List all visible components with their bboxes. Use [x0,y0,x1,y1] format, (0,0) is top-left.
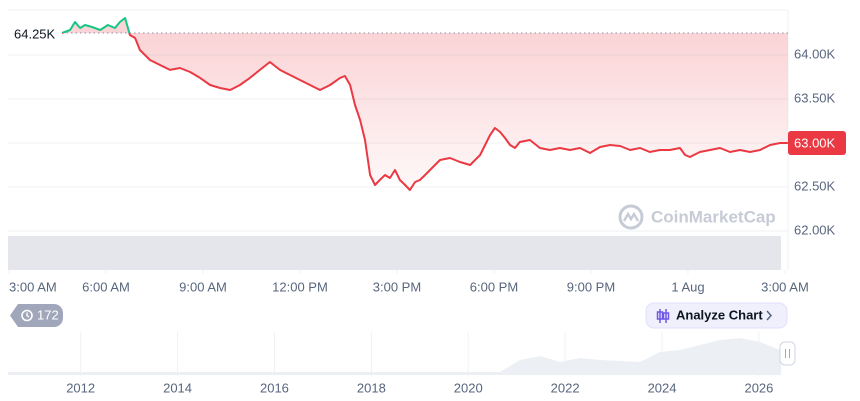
badge-text: 172 [37,307,59,322]
watermark-text: CoinMarketCap [651,207,776,226]
x-tick-label: 9:00 AM [179,279,227,294]
navigator-area [8,338,781,375]
navigator-tick-label: 2020 [454,380,483,395]
current-price-label: 63.00K [794,135,836,150]
volume-area [8,236,781,270]
x-tick-label: 3:00 AM [9,279,57,294]
navigator-tick-label: 2024 [648,380,677,395]
navigator-tick-label: 2012 [66,380,95,395]
reference-label-bg [8,23,62,42]
y-tick-label: 64.00K [794,46,836,61]
x-tick-label: 6:00 AM [82,279,130,294]
y-tick-label: 62.50K [794,178,836,193]
navigator-tick-label: 2018 [357,380,386,395]
x-tick-label: 6:00 PM [470,279,518,294]
badge[interactable]: 172 [10,304,63,327]
price-line [61,17,788,191]
x-tick-label: 9:00 PM [567,279,615,294]
navigator-tick-label: 2026 [744,380,773,395]
x-tick-label: 3:00 PM [373,279,421,294]
y-tick-label: 62.00K [794,222,836,237]
x-tick-label: 1 Aug [671,279,704,294]
analyze-button-text: Analyze Chart [676,307,763,322]
x-tick-label: 12:00 PM [272,279,328,294]
area [62,18,788,190]
current-price-tag [788,130,846,155]
reference-label: 64.25K [14,26,56,41]
navigator-handle[interactable] [779,341,796,366]
navigator-tick-label: 2014 [163,380,192,395]
navigator-tick-label: 2016 [260,380,289,395]
navigator-tick-label: 2022 [551,380,580,395]
analyze-button[interactable]: Analyze Chart [645,302,788,329]
y-tick-label: 63.50K [794,90,836,105]
watermark: CoinMarketCap [618,204,776,230]
x-tick-label: 3:00 AM [761,279,809,294]
